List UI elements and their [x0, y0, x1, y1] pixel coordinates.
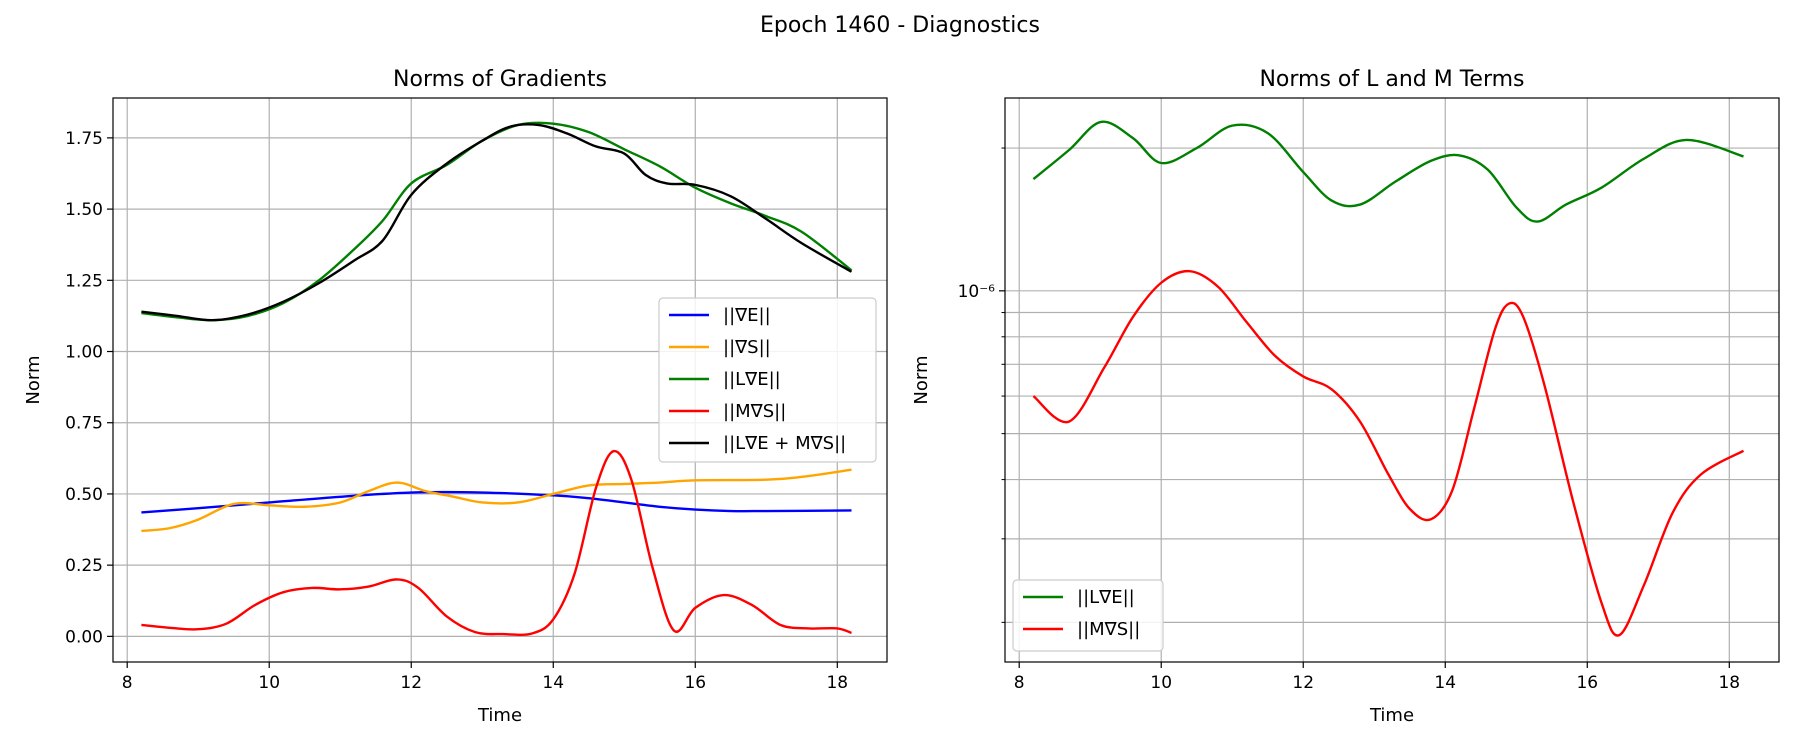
series-line-l-e: [1032, 120, 1744, 223]
legend-label: ||L∇E||: [1077, 587, 1135, 608]
x-tick-label: 8: [122, 673, 133, 693]
x-tick-label: 14: [542, 673, 564, 693]
y-axis-label: Norm: [911, 355, 932, 404]
x-tick-label: 10: [258, 673, 280, 693]
figure-suptitle: Epoch 1460 - Diagnostics: [760, 13, 1040, 38]
x-tick-label: 8: [1014, 673, 1025, 693]
x-tick-label: 16: [1576, 673, 1598, 693]
panel-title: Norms of Gradients: [393, 67, 607, 92]
x-tick-label: 10: [1150, 673, 1172, 693]
series-line-l-e: [141, 121, 853, 322]
x-axis-label: Time: [477, 705, 522, 726]
series-line-s: [141, 468, 852, 533]
axes-frame: [112, 97, 888, 663]
y-axis-label: Norm: [23, 355, 44, 404]
legend: ||∇E|| ||∇S|| ||L∇E|| ||M∇S|| ||L∇E + M∇S||: [658, 297, 877, 463]
y-tick-label: 1.00: [65, 343, 103, 363]
y-tick-label: 0.00: [65, 627, 103, 647]
legend-label: ||L∇E + M∇S||: [723, 433, 846, 454]
x-tick-label: 18: [826, 673, 848, 693]
legend-label: ||∇E||: [723, 305, 771, 326]
x-axis-label: Time: [1369, 705, 1414, 726]
series-line-m-s: [141, 450, 852, 637]
legend-box: [658, 297, 877, 463]
y-tick-label: 0.25: [65, 556, 103, 576]
y-tick-label: 1.50: [65, 200, 103, 220]
legend-label: ||L∇E||: [723, 369, 781, 390]
l-m-terms-panel: 8 10 12 14 16 18 10⁻⁶ Norms of L and M Terms Tim…: [911, 67, 1780, 726]
x-tick-label: 16: [684, 673, 706, 693]
x-tick-label: 12: [400, 673, 422, 693]
legend: ||L∇E|| ||M∇S||: [1012, 579, 1164, 652]
y-tick-label: 0.50: [65, 485, 103, 505]
legend-label: ||∇S||: [723, 337, 771, 358]
y-tick-label: 1.25: [65, 271, 103, 291]
series-line-e: [141, 490, 852, 514]
series-line-l-e-m-s: [141, 123, 853, 322]
grid-lines: [1005, 98, 1779, 662]
gradients-panel: 8 10 12 14 16 18 0.00 0.25 0.50 0.75 1.00 1.25 1.50 1…: [23, 67, 888, 726]
series-line-m-s: [1032, 269, 1745, 637]
x-tick-label: 14: [1434, 673, 1456, 693]
panel-title: Norms of L and M Terms: [1259, 67, 1524, 92]
y-tick-label: 10⁻⁶: [958, 282, 996, 302]
legend-label: ||M∇S||: [723, 401, 786, 422]
axes-frame: [1004, 97, 1780, 663]
legend-label: ||M∇S||: [1077, 619, 1140, 640]
y-tick-label: 0.75: [65, 414, 103, 434]
x-tick-label: 12: [1292, 673, 1314, 693]
x-tick-label: 18: [1718, 673, 1740, 693]
y-tick-label: 1.75: [65, 129, 103, 149]
